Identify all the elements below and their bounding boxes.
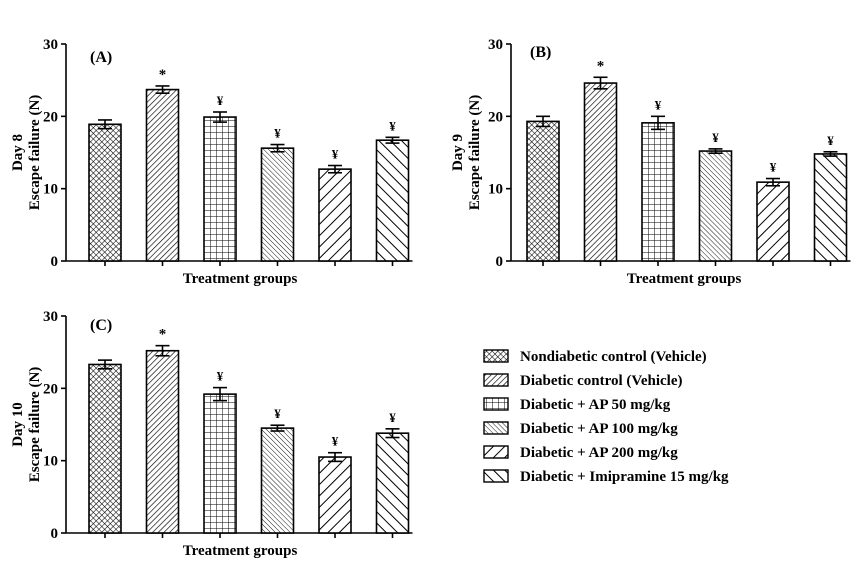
bar (88, 123, 122, 262)
bar (526, 120, 560, 262)
bar (756, 181, 790, 262)
legend-swatch (483, 421, 509, 435)
panel-a: 0 10 20 30 Day 8 Escape failure (N) (A) Treatme… (10, 37, 413, 287)
bar (203, 116, 237, 262)
y-tick-label: 10 (488, 182, 503, 198)
legend-swatch (483, 445, 509, 459)
x-axis-title: Treatment groups (627, 271, 742, 287)
bar (260, 147, 295, 262)
significance-marker: ¥ (332, 434, 339, 449)
panel-b: 0 10 20 30 Day 9 Escape failure (N) (B) Treatme… (450, 37, 851, 287)
significance-marker: * (159, 327, 167, 343)
significance-marker: ¥ (827, 133, 834, 148)
y-tick-label: 0 (496, 254, 504, 270)
y-tick-label: 10 (43, 454, 58, 470)
bar (145, 349, 180, 534)
bar (260, 427, 295, 534)
significance-marker: ¥ (274, 406, 281, 421)
y-tick-label: 10 (43, 182, 58, 198)
significance-marker: * (159, 67, 167, 83)
y-tick-label: 20 (43, 381, 58, 397)
significance-marker: ¥ (655, 97, 662, 112)
legend: Nondiabetic control (Vehicle) Diabetic co… (483, 349, 729, 485)
bar (813, 153, 848, 262)
panel-c: 0 10 20 30 Day 10 Escape failure (N) (C) Treatm… (10, 309, 413, 559)
y-tick-label: 30 (488, 37, 503, 53)
y-tick-label: 20 (488, 109, 503, 125)
panel-label: (A) (90, 49, 112, 66)
bar (698, 150, 733, 262)
bar (88, 363, 122, 534)
legend-swatch (483, 469, 509, 483)
bar (145, 88, 180, 262)
y-axis-title-day: Day 10 (10, 402, 26, 447)
y-axis-title: Escape failure (N) (467, 95, 483, 211)
bar (318, 456, 352, 534)
significance-marker: ¥ (712, 130, 719, 145)
y-axis-title: Escape failure (N) (27, 95, 43, 211)
significance-marker: ¥ (389, 118, 396, 133)
significance-marker: * (597, 58, 605, 74)
legend-swatch (483, 373, 509, 387)
legend-swatch (483, 397, 509, 411)
y-axis-title-day: Day 8 (10, 134, 26, 171)
legend-label: Diabetic + Imipramine 15 mg/kg (520, 469, 729, 485)
legend-label: Diabetic + AP 200 mg/kg (520, 445, 678, 461)
legend-label: Nondiabetic control (Vehicle) (520, 349, 707, 365)
legend-label: Diabetic control (Vehicle) (520, 373, 682, 389)
significance-marker: ¥ (332, 147, 339, 162)
legend-swatch (483, 349, 509, 363)
y-axis-title-day: Day 9 (450, 134, 466, 171)
y-tick-label: 0 (51, 254, 59, 270)
significance-marker: ¥ (217, 369, 224, 384)
y-tick-label: 30 (43, 309, 58, 325)
bar (641, 122, 675, 262)
legend-label: Diabetic + AP 50 mg/kg (520, 397, 671, 413)
significance-marker: ¥ (389, 410, 396, 425)
significance-marker: ¥ (274, 126, 281, 141)
legend-label: Diabetic + AP 100 mg/kg (520, 421, 678, 437)
y-tick-label: 20 (43, 109, 58, 125)
bar (583, 82, 618, 262)
x-axis-title: Treatment groups (183, 271, 298, 287)
y-tick-label: 30 (43, 37, 58, 53)
bar (318, 168, 352, 262)
bar (375, 432, 410, 534)
y-tick-label: 0 (51, 526, 59, 542)
panel-label: (C) (90, 317, 112, 334)
significance-marker: ¥ (217, 93, 224, 108)
y-axis-title: Escape failure (N) (27, 367, 43, 483)
panel-label: (B) (530, 44, 551, 61)
bar (203, 393, 237, 534)
x-axis-title: Treatment groups (183, 543, 298, 559)
significance-marker: ¥ (770, 160, 777, 175)
bar (375, 139, 410, 262)
